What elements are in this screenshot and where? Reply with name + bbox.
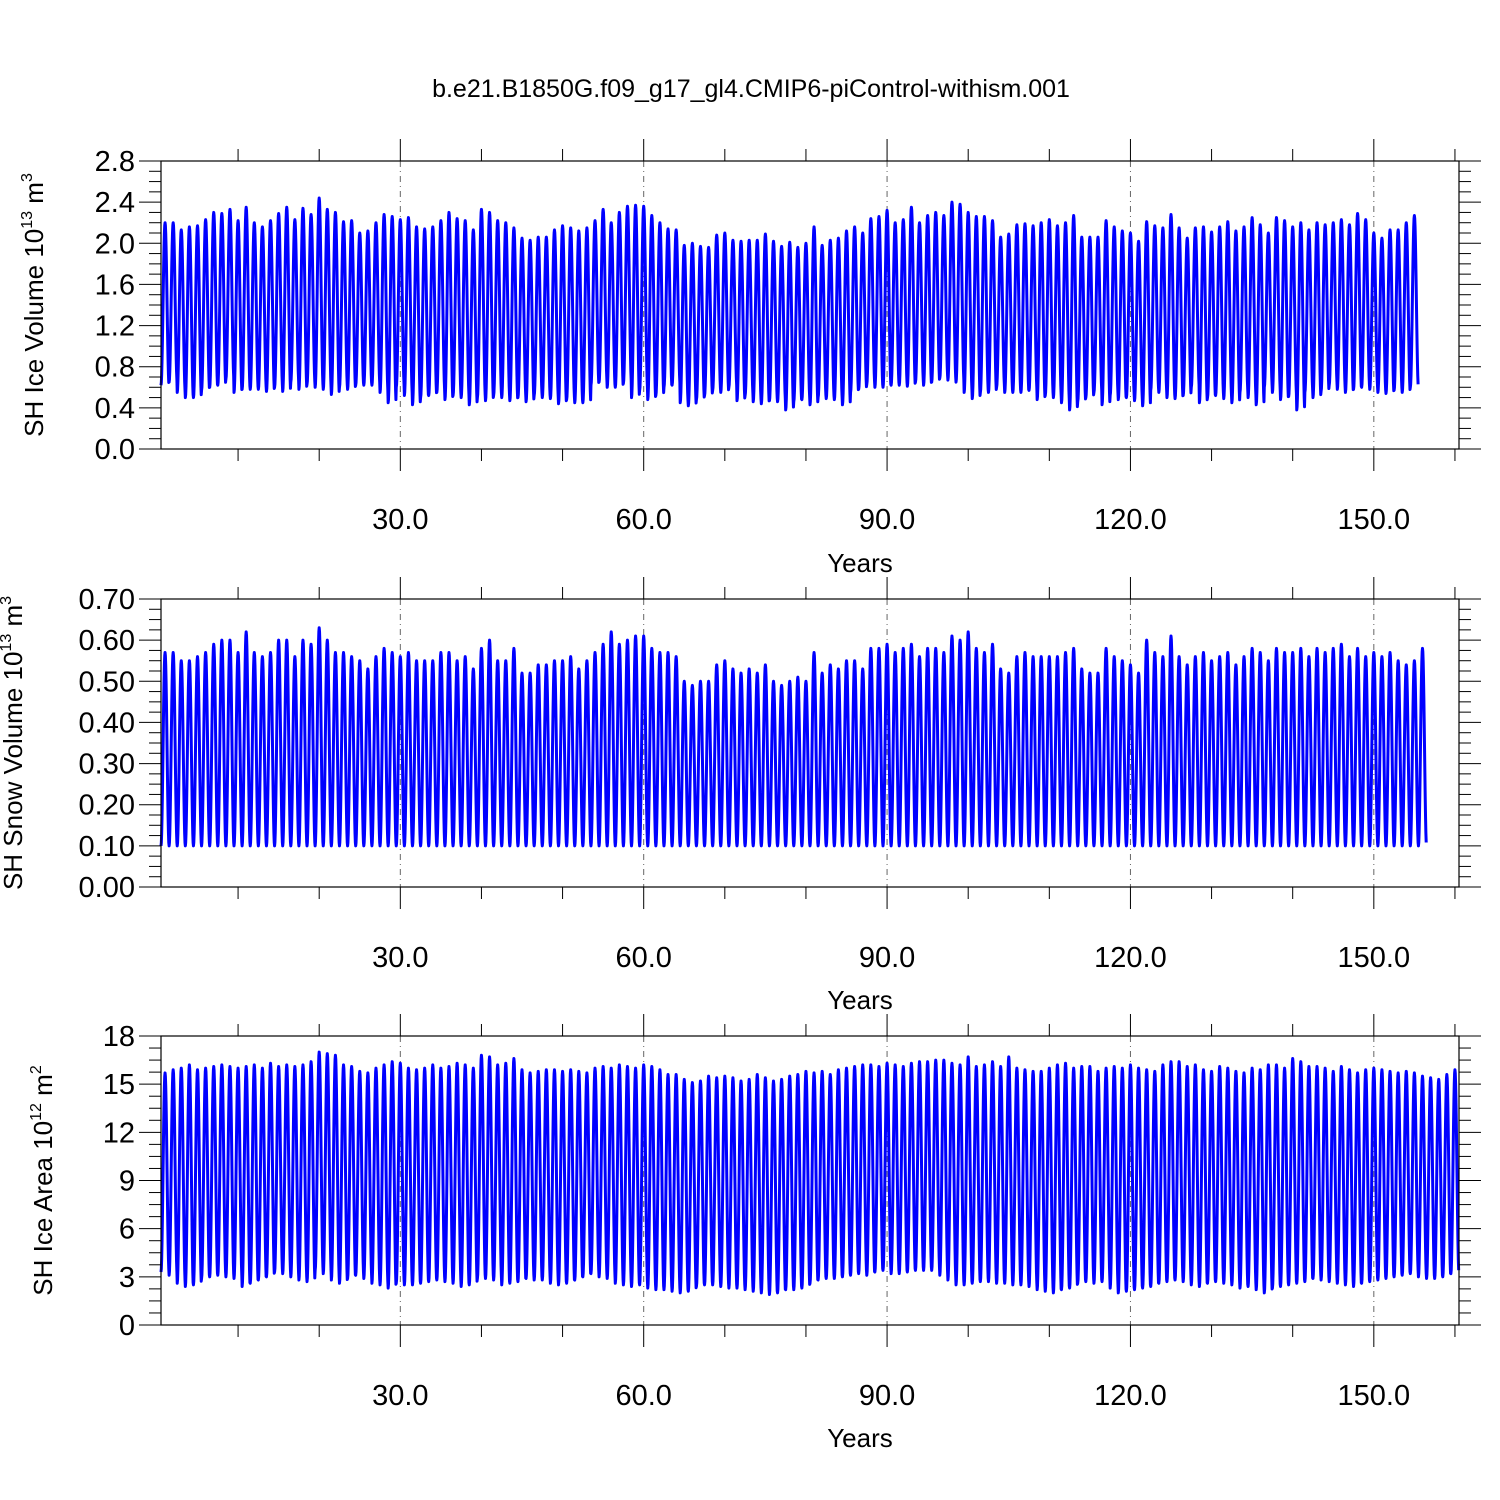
y-tick-label: 0.10 [79,831,135,863]
panels: 30.0 60.0 90.0 120.0 150.0 Years 0.0 0.4 0.8 1.2 1… [0,139,1481,1453]
x-tick-label: 90.0 [859,1380,915,1412]
y-tick-label: 0.60 [79,625,135,657]
chart-panel-2: 30.0 60.0 90.0 120.0 150.0 Years 0.00 0.10 0.20 0… [0,577,1481,1015]
y-tick-label: 0.70 [79,584,135,616]
y-tick-label: 2.0 [95,228,135,260]
x-tick-label: 120.0 [1094,504,1167,536]
y-tick-label: 0.30 [79,749,135,781]
chart-panel-1: 30.0 60.0 90.0 120.0 150.0 Years 0.0 0.4 0.8 1.2 1… [19,139,1481,578]
x-tick-label: 120.0 [1094,942,1167,974]
y-tick-label: 0.0 [95,434,135,466]
x-tick-label: 60.0 [615,504,671,536]
y-tick-label: 2.4 [95,187,135,219]
x-tick-label: 30.0 [372,942,428,974]
y-tick-label: 0 [119,1310,135,1342]
y-tick-label: 0.20 [79,790,135,822]
y-axis-label: SH Ice Volume 1013 m3 [19,173,49,437]
y-tick-label: 0.00 [79,872,135,904]
y-tick-label: 18 [103,1021,135,1053]
y-tick-label: 15 [103,1069,135,1101]
y-tick-label: 1.6 [95,269,135,301]
x-tick-label: 60.0 [615,1380,671,1412]
x-tick-label: 90.0 [859,942,915,974]
y-tick-label: 6 [119,1214,135,1246]
x-tick-label: 90.0 [859,504,915,536]
x-axis-label: Years [827,1423,893,1453]
x-tick-label: 30.0 [372,1380,428,1412]
y-tick-label: 0.50 [79,666,135,698]
x-tick-label: 60.0 [615,942,671,974]
y-tick-label: 1.2 [95,311,135,343]
series-line-3 [159,1050,1461,1296]
x-axis-label: Years [827,548,893,578]
x-tick-label: 150.0 [1338,942,1411,974]
series-line-2 [159,626,1428,848]
x-tick-label: 150.0 [1338,1380,1411,1412]
x-tick-label: 30.0 [372,504,428,536]
x-tick-label: 150.0 [1338,504,1411,536]
y-tick-label: 9 [119,1166,135,1198]
y-axis-label: SH Snow Volume 1013 m3 [0,596,28,890]
y-tick-label: 0.8 [95,352,135,384]
x-tick-label: 120.0 [1094,1380,1167,1412]
y-axis-label: SH Ice Area 1012 m2 [28,1065,58,1296]
y-tick-label: 0.4 [95,393,135,425]
y-tick-label: 0.40 [79,707,135,739]
series-line-1 [159,196,1420,412]
y-tick-label: 3 [119,1262,135,1294]
y-tick-label: 12 [103,1117,135,1149]
chart-panel-3: 30.0 60.0 90.0 120.0 150.0 Years 0 3 6 9 12 15 18 SH … [28,1014,1481,1453]
figure-title: b.e21.B1850G.f09_g17_gl4.CMIP6-piControl… [432,75,1070,103]
x-axis-label: Years [827,985,893,1015]
y-tick-label: 2.8 [95,146,135,178]
